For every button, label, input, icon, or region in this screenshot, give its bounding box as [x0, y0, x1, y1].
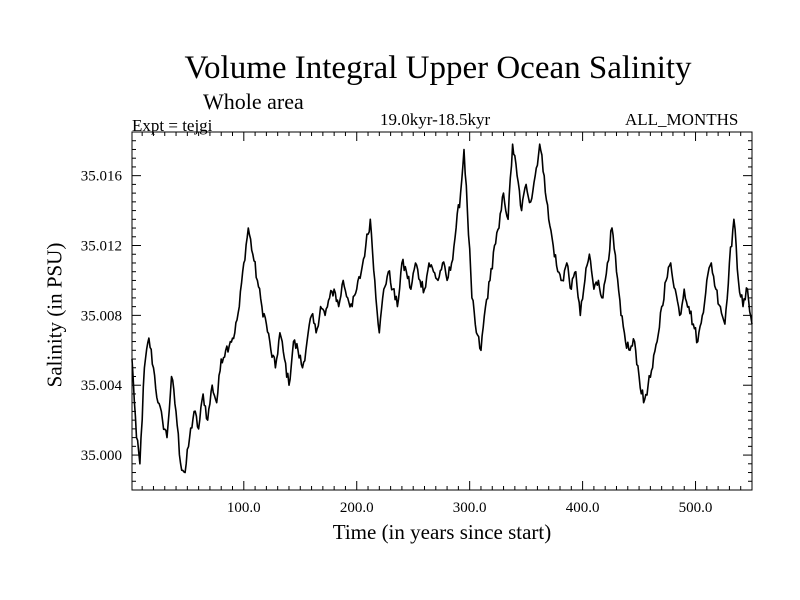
- axis-ticks: 100.0 200.0 300.0 400.0 500.0 35.000 35.004 35.…: [81, 131, 752, 516]
- y-tick-label: 35.000: [81, 448, 122, 464]
- x-axis-label: Time (in years since start): [332, 520, 552, 544]
- plot-frame: [131, 131, 753, 491]
- series-group: [131, 143, 753, 474]
- y-tick-label: 35.008: [81, 308, 122, 324]
- y-tick-label: 35.004: [81, 378, 123, 394]
- period-label: 19.0kyr-18.5kyr: [380, 110, 491, 129]
- y-tick-label: 35.012: [81, 239, 122, 255]
- x-tick-label: 300.0: [453, 500, 487, 516]
- experiment-label: Expt = tejgi: [132, 116, 213, 135]
- x-tick-label: 200.0: [340, 500, 374, 516]
- chart-title: Volume Integral Upper Ocean Salinity: [184, 50, 692, 86]
- y-tick-label: 35.016: [81, 169, 123, 185]
- x-tick-label: 500.0: [679, 500, 713, 516]
- x-tick-label: 100.0: [227, 500, 261, 516]
- series-line: [131, 143, 753, 474]
- x-tick-label: 400.0: [566, 500, 600, 516]
- months-label: ALL_MONTHS: [625, 110, 739, 129]
- chart-subtitle: Whole area: [203, 89, 304, 114]
